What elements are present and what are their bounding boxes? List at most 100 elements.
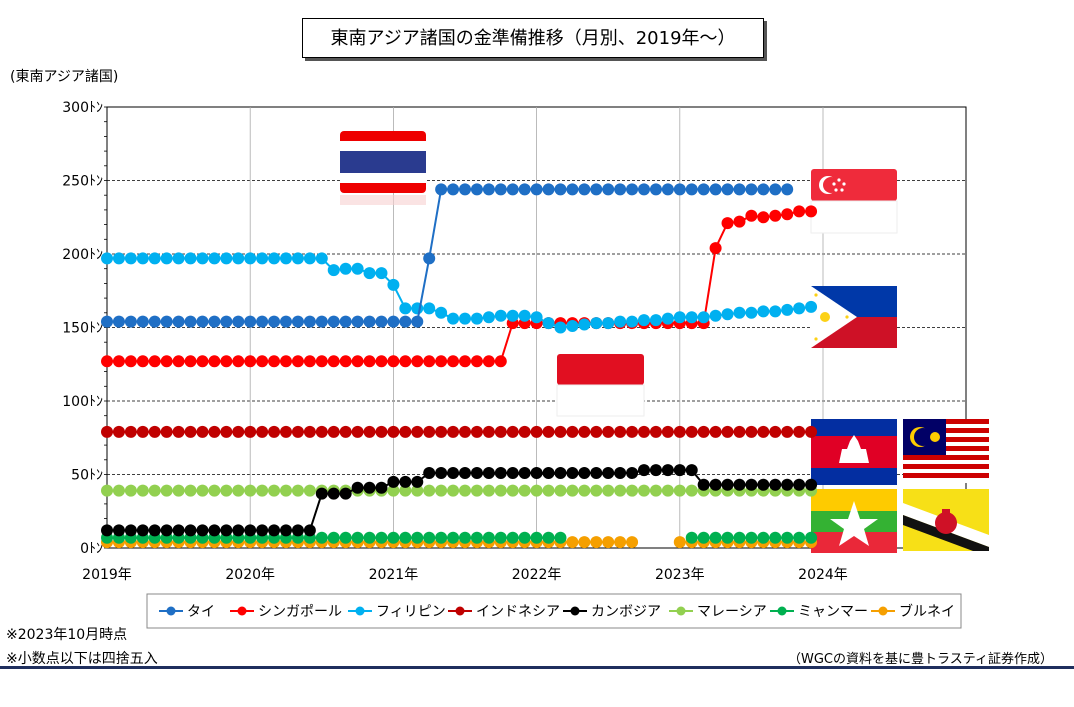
data-point <box>638 464 650 477</box>
data-point <box>112 425 125 438</box>
data-point <box>733 215 746 228</box>
data-point <box>590 467 603 480</box>
data-point <box>399 302 412 315</box>
data-point <box>542 467 555 480</box>
data-point <box>411 531 424 544</box>
data-point <box>685 311 698 324</box>
data-point <box>530 531 543 544</box>
data-point <box>781 208 794 221</box>
data-point <box>721 425 734 438</box>
data-point <box>482 355 495 368</box>
data-point <box>363 315 376 328</box>
data-point <box>268 524 281 537</box>
data-point <box>805 425 818 438</box>
data-point <box>148 315 161 328</box>
data-point <box>196 484 209 497</box>
data-point <box>303 252 316 265</box>
data-point <box>590 536 603 549</box>
data-point <box>184 425 197 438</box>
data-point <box>506 183 519 196</box>
data-point <box>136 425 149 438</box>
legend-box <box>146 593 962 629</box>
data-point <box>232 252 245 265</box>
data-point <box>172 524 185 537</box>
data-point <box>602 183 615 196</box>
data-point <box>673 464 686 477</box>
data-point <box>638 484 650 497</box>
data-point <box>542 484 555 497</box>
data-point <box>578 484 591 497</box>
data-point <box>387 355 400 368</box>
data-point <box>590 317 603 330</box>
data-point <box>447 312 460 325</box>
data-point <box>232 524 245 537</box>
data-point <box>745 425 758 438</box>
data-point <box>208 252 221 265</box>
data-point <box>661 484 674 497</box>
data-point <box>721 217 734 230</box>
data-point <box>160 355 173 368</box>
data-point <box>387 425 400 438</box>
y-tick-label: 200ﾄﾝ <box>62 247 103 263</box>
data-point <box>220 425 233 438</box>
data-point <box>124 252 137 265</box>
data-point <box>494 425 507 438</box>
data-point <box>482 183 495 196</box>
data-point <box>602 467 615 480</box>
data-point <box>291 425 304 438</box>
legend: タイ シンガポール フィリピン インドネシア カンボジア マレーシア ミャンマー ブルネイ <box>159 603 955 620</box>
data-point <box>244 355 257 368</box>
data-point <box>351 315 364 328</box>
data-point <box>602 425 615 438</box>
data-point <box>101 252 113 265</box>
data-point <box>793 478 806 491</box>
data-point <box>184 355 197 368</box>
data-point <box>423 484 436 497</box>
data-point <box>602 536 615 549</box>
data-point <box>614 536 627 549</box>
data-point <box>518 484 531 497</box>
legend-label: カンボジア <box>591 604 661 620</box>
data-point <box>673 183 686 196</box>
data-point <box>578 425 591 438</box>
data-point <box>160 524 173 537</box>
data-point <box>793 205 806 218</box>
data-point <box>518 531 531 544</box>
data-point <box>542 183 555 196</box>
data-point <box>244 315 257 328</box>
data-point <box>530 484 543 497</box>
data-point <box>375 425 388 438</box>
data-point <box>649 484 662 497</box>
data-point <box>673 311 686 324</box>
data-point <box>518 425 531 438</box>
data-point <box>268 315 281 328</box>
data-point <box>136 355 149 368</box>
data-point <box>101 355 113 368</box>
data-point <box>160 425 173 438</box>
data-point <box>721 478 734 491</box>
legend-label: シンガポール <box>258 604 342 620</box>
legend-item: フィリピン <box>348 604 446 620</box>
data-point <box>303 315 316 328</box>
y-tick-label: 0ﾄﾝ <box>80 541 103 557</box>
data-point <box>506 425 519 438</box>
y-tick-label: 100ﾄﾝ <box>62 394 103 410</box>
data-point <box>626 183 639 196</box>
data-point <box>482 531 495 544</box>
data-point <box>709 309 722 322</box>
data-point <box>459 425 471 438</box>
data-point <box>363 267 376 280</box>
data-point <box>566 183 579 196</box>
data-point <box>208 425 221 438</box>
data-point <box>339 262 352 275</box>
data-point <box>578 318 591 331</box>
data-point <box>459 467 471 480</box>
data-point <box>244 252 257 265</box>
legend-item: カンボジア <box>563 604 661 620</box>
data-point <box>268 252 281 265</box>
data-point <box>280 315 292 328</box>
y-tick-label: 50ﾄﾝ <box>71 468 103 484</box>
data-point <box>614 467 627 480</box>
data-point <box>280 425 292 438</box>
